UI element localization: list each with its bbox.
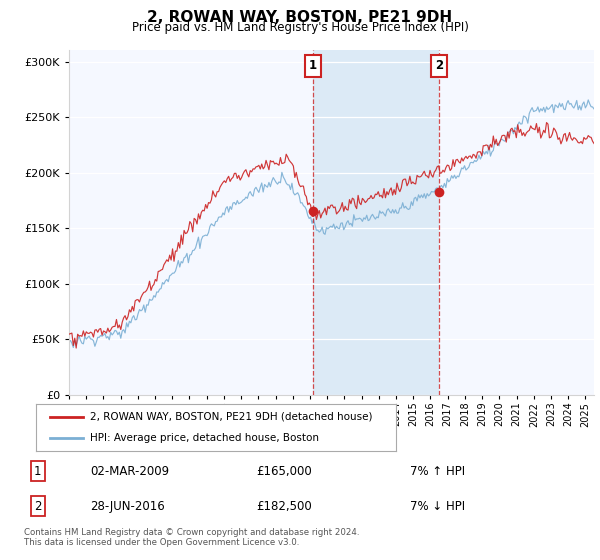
Text: 7% ↓ HPI: 7% ↓ HPI (410, 500, 466, 512)
Text: 1: 1 (34, 465, 41, 478)
Text: 7% ↑ HPI: 7% ↑ HPI (410, 465, 466, 478)
Text: 1: 1 (309, 59, 317, 72)
Text: £165,000: £165,000 (256, 465, 311, 478)
Text: 2: 2 (435, 59, 443, 72)
Text: 2: 2 (34, 500, 41, 512)
Text: £182,500: £182,500 (256, 500, 311, 512)
Text: 28-JUN-2016: 28-JUN-2016 (90, 500, 165, 512)
Text: 2, ROWAN WAY, BOSTON, PE21 9DH: 2, ROWAN WAY, BOSTON, PE21 9DH (148, 10, 452, 25)
Text: Contains HM Land Registry data © Crown copyright and database right 2024.
This d: Contains HM Land Registry data © Crown c… (24, 528, 359, 547)
Bar (313, 50, 439, 395)
Text: 02-MAR-2009: 02-MAR-2009 (90, 465, 169, 478)
Text: 2, ROWAN WAY, BOSTON, PE21 9DH (detached house): 2, ROWAN WAY, BOSTON, PE21 9DH (detached… (90, 412, 373, 422)
Text: Price paid vs. HM Land Registry's House Price Index (HPI): Price paid vs. HM Land Registry's House … (131, 21, 469, 34)
Text: HPI: Average price, detached house, Boston: HPI: Average price, detached house, Bost… (90, 433, 319, 444)
